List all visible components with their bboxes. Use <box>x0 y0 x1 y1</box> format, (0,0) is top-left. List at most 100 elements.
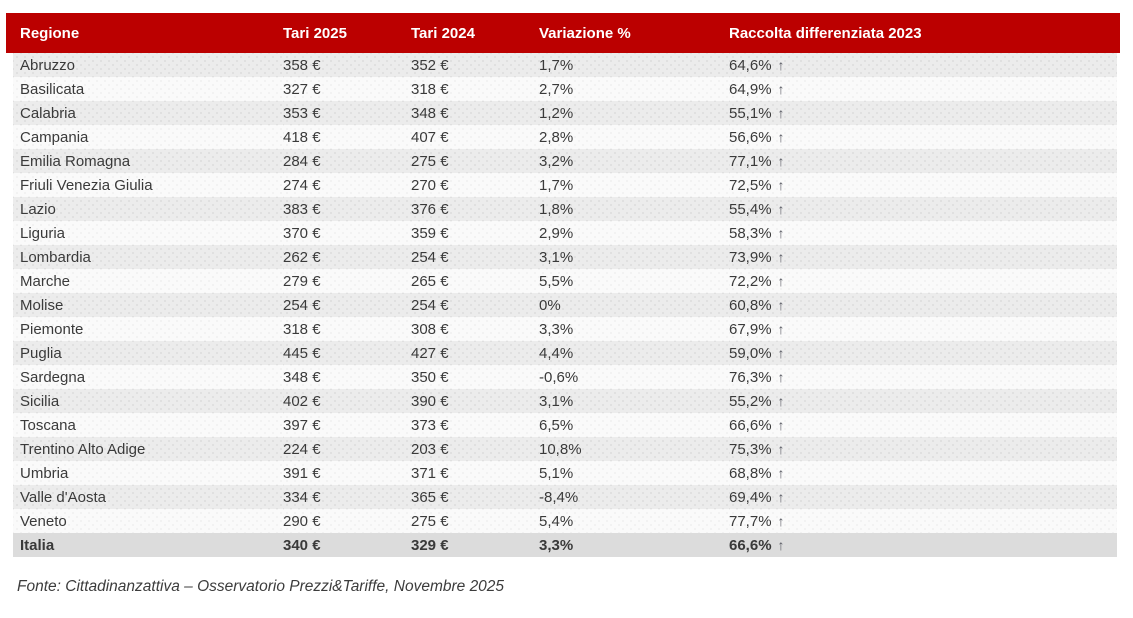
raccolta-value: 55,4% <box>729 200 772 218</box>
raccolta-value: 56,6% <box>729 128 772 146</box>
tari-2024-cell: 371 € <box>411 461 539 485</box>
raccolta-value: 60,8% <box>729 296 772 314</box>
raccolta-cell: 72,5% ↑ <box>729 173 1120 197</box>
region-cell: Trentino Alto Adige <box>6 437 283 461</box>
table-row: Molise 254 €254 €0% 60,8% ↑ <box>6 293 1120 317</box>
up-arrow-icon: ↑ <box>777 416 785 433</box>
table-row: Puglia 445 €427 €4,4% 59,0% ↑ <box>6 341 1120 365</box>
variazione-cell: 6,5% <box>539 413 729 437</box>
table-row: Piemonte 318 €308 €3,3% 67,9% ↑ <box>6 317 1120 341</box>
raccolta-cell: 77,7% ↑ <box>729 509 1120 533</box>
up-arrow-icon: ↑ <box>777 80 785 97</box>
table-body: Abruzzo 358 €352 €1,7% 64,6% ↑ Basilicata 327… <box>6 53 1120 557</box>
tari-2025-cell: 340 € <box>283 533 411 557</box>
region-cell: Abruzzo <box>6 53 283 77</box>
raccolta-cell: 75,3% ↑ <box>729 437 1120 461</box>
raccolta-value: 59,0% <box>729 344 772 362</box>
tari-2024-cell: 359 € <box>411 221 539 245</box>
variazione-cell: -8,4% <box>539 485 729 509</box>
raccolta-value: 67,9% <box>729 320 772 338</box>
up-arrow-icon: ↑ <box>777 104 785 121</box>
up-arrow-icon: ↑ <box>777 200 785 217</box>
table-row: Umbria 391 €371 €5,1% 68,8% ↑ <box>6 461 1120 485</box>
table-header-row: Regione Tari 2025 Tari 2024 Variazione % Rac… <box>6 13 1120 53</box>
variazione-cell: 5,4% <box>539 509 729 533</box>
region-cell: Liguria <box>6 221 283 245</box>
up-arrow-icon: ↑ <box>777 368 785 385</box>
tari-2025-cell: 334 € <box>283 485 411 509</box>
region-cell: Lazio <box>6 197 283 221</box>
raccolta-cell: 55,4% ↑ <box>729 197 1120 221</box>
tari-2024-cell: 376 € <box>411 197 539 221</box>
tari-2024-cell: 275 € <box>411 509 539 533</box>
region-cell: Veneto <box>6 509 283 533</box>
variazione-cell: 3,3% <box>539 317 729 341</box>
table-row: Abruzzo 358 €352 €1,7% 64,6% ↑ <box>6 53 1120 77</box>
tari-2024-cell: 270 € <box>411 173 539 197</box>
table-row: Basilicata 327 €318 €2,7% 64,9% ↑ <box>6 77 1120 101</box>
table-row: Lombardia 262 €254 €3,1% 73,9% ↑ <box>6 245 1120 269</box>
variazione-cell: 2,7% <box>539 77 729 101</box>
table-header: Regione Tari 2025 Tari 2024 Variazione % Rac… <box>6 13 1120 53</box>
raccolta-value: 58,3% <box>729 224 772 242</box>
tari-2025-cell: 418 € <box>283 125 411 149</box>
table-row: Friuli Venezia Giulia 274 €270 €1,7% 72,5%… <box>6 173 1120 197</box>
region-cell: Friuli Venezia Giulia <box>6 173 283 197</box>
raccolta-cell: 55,1% ↑ <box>729 101 1120 125</box>
region-cell: Umbria <box>6 461 283 485</box>
raccolta-cell: 69,4% ↑ <box>729 485 1120 509</box>
column-header: Tari 2025 <box>283 13 411 53</box>
tari-2025-cell: 402 € <box>283 389 411 413</box>
raccolta-cell: 73,9% ↑ <box>729 245 1120 269</box>
region-cell: Molise <box>6 293 283 317</box>
raccolta-cell: 64,9% ↑ <box>729 77 1120 101</box>
tari-2025-cell: 358 € <box>283 53 411 77</box>
raccolta-cell: 59,0% ↑ <box>729 341 1120 365</box>
tari-2024-cell: 254 € <box>411 293 539 317</box>
up-arrow-icon: ↑ <box>777 536 785 553</box>
variazione-cell: 4,4% <box>539 341 729 365</box>
raccolta-value: 68,8% <box>729 464 772 482</box>
table-row: Toscana 397 €373 €6,5% 66,6% ↑ <box>6 413 1120 437</box>
table-row: Marche 279 €265 €5,5% 72,2% ↑ <box>6 269 1120 293</box>
table-row: Liguria 370 €359 €2,9% 58,3% ↑ <box>6 221 1120 245</box>
tari-2024-cell: 390 € <box>411 389 539 413</box>
tari-2025-cell: 391 € <box>283 461 411 485</box>
tari-2025-cell: 318 € <box>283 317 411 341</box>
raccolta-cell: 67,9% ↑ <box>729 317 1120 341</box>
tari-2025-cell: 274 € <box>283 173 411 197</box>
up-arrow-icon: ↑ <box>777 272 785 289</box>
region-cell: Calabria <box>6 101 283 125</box>
raccolta-cell: 64,6% ↑ <box>729 53 1120 77</box>
variazione-cell: 5,1% <box>539 461 729 485</box>
tari-2024-cell: 203 € <box>411 437 539 461</box>
variazione-cell: 1,2% <box>539 101 729 125</box>
variazione-cell: 5,5% <box>539 269 729 293</box>
tari-2025-cell: 327 € <box>283 77 411 101</box>
variazione-cell: 3,1% <box>539 389 729 413</box>
total-row-italia: Italia 340 €329 €3,3% 66,6% ↑ <box>6 533 1120 557</box>
table-row: Lazio 383 €376 €1,8% 55,4% ↑ <box>6 197 1120 221</box>
tari-2024-cell: 407 € <box>411 125 539 149</box>
table-row: Valle d'Aosta 334 €365 € -8,4% 69,4% ↑ <box>6 485 1120 509</box>
tari-2024-cell: 348 € <box>411 101 539 125</box>
region-cell: Piemonte <box>6 317 283 341</box>
table-row: Sardegna 348 €350 € -0,6% 76,3% ↑ <box>6 365 1120 389</box>
column-header: Variazione % <box>539 13 729 53</box>
table-row: Trentino Alto Adige 224 €203 €10,8% 75,3% ↑ <box>6 437 1120 461</box>
raccolta-cell: 76,3% ↑ <box>729 365 1120 389</box>
raccolta-value: 66,6% <box>729 536 772 554</box>
column-header: Tari 2024 <box>411 13 539 53</box>
variazione-cell: 10,8% <box>539 437 729 461</box>
raccolta-value: 69,4% <box>729 488 772 506</box>
tari-2025-cell: 397 € <box>283 413 411 437</box>
variazione-cell: 2,8% <box>539 125 729 149</box>
tari-2025-cell: 284 € <box>283 149 411 173</box>
table-row: Veneto 290 €275 €5,4% 77,7% ↑ <box>6 509 1120 533</box>
tari-2025-cell: 383 € <box>283 197 411 221</box>
raccolta-cell: 72,2% ↑ <box>729 269 1120 293</box>
region-cell: Valle d'Aosta <box>6 485 283 509</box>
region-cell: Toscana <box>6 413 283 437</box>
raccolta-cell: 66,6% ↑ <box>729 533 1120 557</box>
raccolta-cell: 68,8% ↑ <box>729 461 1120 485</box>
